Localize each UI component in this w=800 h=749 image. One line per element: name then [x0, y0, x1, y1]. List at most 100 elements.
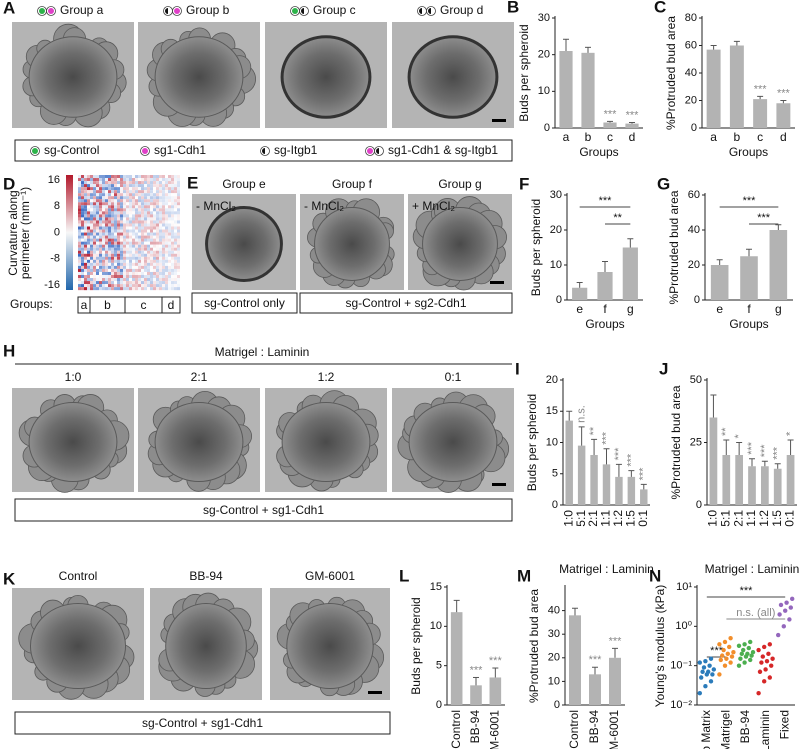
heatmap-cell [93, 223, 96, 227]
heatmap-cell [87, 181, 90, 185]
heatmap-cell [117, 256, 120, 260]
colorbar-tick-label: -16 [44, 279, 60, 291]
heatmap-cell [153, 244, 156, 248]
heatmap-cell [150, 256, 153, 260]
heatmap-cell [120, 241, 123, 245]
heatmap-cell [111, 211, 114, 215]
heatmap-cell [141, 208, 144, 212]
heatmap-cell [174, 256, 177, 260]
heatmap-cell [147, 256, 150, 260]
heatmap-cell [87, 235, 90, 239]
y-tick-label: 20 [538, 49, 550, 61]
heatmap-cell [135, 175, 138, 179]
heatmap-cell [123, 281, 126, 285]
heatmap-cell [90, 265, 93, 269]
heatmap-cell [93, 278, 96, 282]
spheroid [154, 401, 244, 483]
panel-letter: F [519, 174, 529, 193]
heatmap-cell [174, 229, 177, 233]
heatmap-cell [129, 226, 132, 230]
heatmap-cell [171, 241, 174, 245]
heatmap-cell [96, 232, 99, 236]
heatmap-cell [78, 250, 81, 254]
heatmap-cell [108, 278, 111, 282]
heatmap-cell [93, 208, 96, 212]
ratio-label: 1:0 [65, 370, 82, 384]
heatmap-cell [159, 284, 162, 288]
heatmap-cell [141, 211, 144, 215]
heatmap-cell [117, 214, 120, 218]
heatmap-cell [120, 217, 123, 221]
heatmap-cell [141, 262, 144, 266]
heatmap-cell [102, 256, 105, 260]
error-bar [473, 676, 479, 686]
heatmap-cell [123, 262, 126, 266]
y-tick-label: 25 [690, 436, 702, 448]
significance: *** [746, 441, 758, 455]
heatmap-cell [156, 190, 159, 194]
icon [428, 8, 431, 14]
heatmap-cell [93, 235, 96, 239]
micrograph [408, 194, 512, 291]
heatmap-cell [162, 175, 165, 179]
data-point [710, 672, 715, 677]
heatmap-cell [165, 184, 168, 188]
heatmap-cell [135, 184, 138, 188]
x-axis-label: Groups [579, 145, 618, 159]
heatmap-cell [96, 247, 99, 251]
heatmap-cell [150, 199, 153, 203]
heatmap-cell [153, 223, 156, 227]
heatmap-cell [162, 284, 165, 288]
heatmap-cell [90, 226, 93, 230]
heatmap-cell [144, 220, 147, 224]
heatmap-cell [105, 259, 108, 263]
error-bar [453, 599, 460, 613]
heatmap-cell [120, 211, 123, 215]
heatmap-cell [102, 193, 105, 197]
heatmap-cell [120, 187, 123, 191]
data-point [777, 612, 782, 617]
heatmap-cell [102, 205, 105, 209]
heatmap-cell [177, 274, 180, 279]
heatmap-cell [177, 214, 180, 218]
heatmap-cell [165, 190, 168, 194]
heatmap-cell [105, 256, 108, 260]
heatmap-cell [156, 223, 159, 227]
heatmap-cell [144, 232, 147, 236]
heatmap-cell [129, 199, 132, 203]
heatmap-cell [87, 175, 90, 179]
heatmap-cell [120, 199, 123, 203]
heatmap-cell [117, 205, 120, 209]
heatmap-cell [102, 178, 105, 182]
heatmap-cell [150, 253, 153, 257]
heatmap-cell [108, 235, 111, 239]
heatmap-cell [126, 220, 129, 224]
bracket-label: n.s. (all) [736, 607, 775, 619]
heatmap-cell [105, 235, 108, 239]
heatmap-cell [90, 284, 93, 288]
heatmap-cell [135, 178, 138, 182]
heatmap-cell [138, 199, 141, 203]
heatmap-cell [144, 175, 147, 179]
heatmap-cell [108, 265, 111, 269]
heatmap-cell [147, 190, 150, 194]
heatmap-cell [117, 196, 120, 200]
heatmap-cell [81, 181, 84, 185]
heatmap-cell [93, 205, 96, 209]
bar [470, 685, 482, 705]
heatmap-cell [153, 217, 156, 221]
heatmap-cell [111, 241, 114, 245]
error-bar [591, 438, 598, 455]
scale-bar [492, 119, 506, 122]
heatmap-cell [96, 250, 99, 254]
heatmap-cell [105, 223, 108, 227]
heatmap-cell [162, 250, 165, 254]
data-point [736, 643, 742, 648]
heatmap-cell [129, 235, 132, 239]
heatmap-cell [129, 284, 132, 288]
heatmap-cell [162, 268, 165, 272]
heatmap-cell [108, 196, 111, 200]
heatmap-cell [117, 268, 120, 272]
heatmap-cell [129, 190, 132, 194]
heatmap-cell [138, 281, 141, 285]
